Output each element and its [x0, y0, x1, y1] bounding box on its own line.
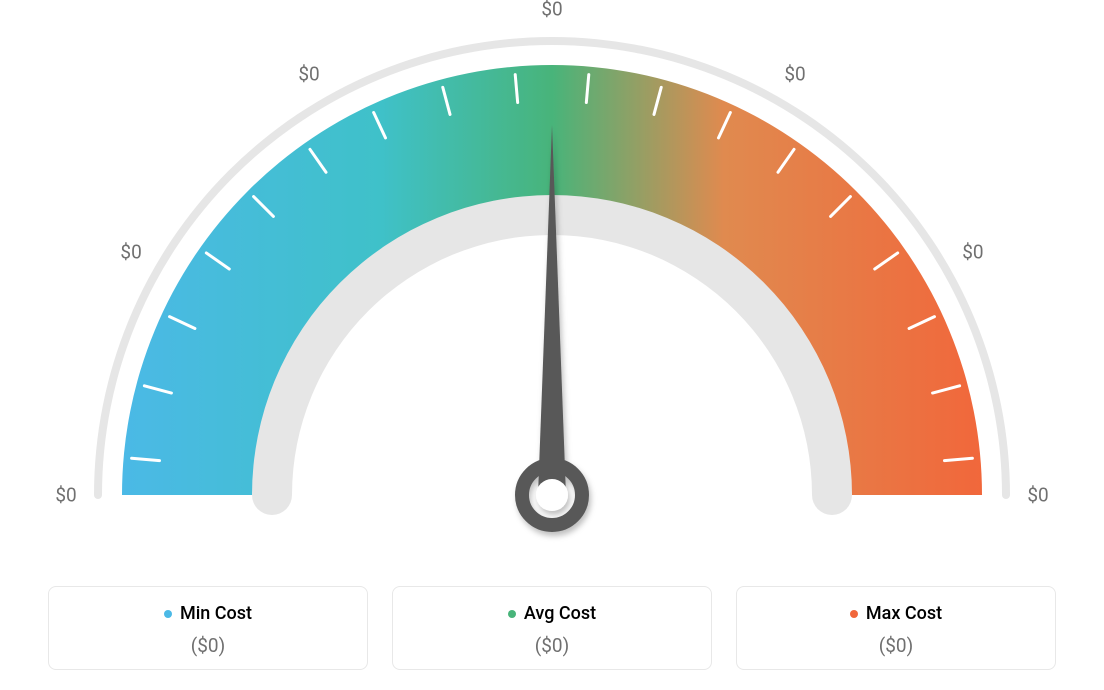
legend-row: Min Cost ($0) Avg Cost ($0) Max Cost ($0…	[0, 586, 1104, 671]
gauge-tick-label: $0	[1027, 484, 1048, 507]
legend-label-min: Min Cost	[180, 603, 252, 624]
legend-value-avg: ($0)	[393, 634, 711, 657]
legend-value-max: ($0)	[737, 634, 1055, 657]
gauge-tick-label: $0	[298, 63, 319, 86]
gauge-chart: $0 $0 $0 $0 $0 $0 $0	[0, 0, 1104, 560]
legend-dot-avg	[508, 610, 516, 618]
legend-card-max: Max Cost ($0)	[736, 586, 1056, 671]
legend-label-max: Max Cost	[866, 603, 942, 624]
gauge-tick-label: $0	[784, 63, 805, 86]
legend-label-avg: Avg Cost	[524, 603, 596, 624]
legend-card-min: Min Cost ($0)	[48, 586, 368, 671]
legend-dot-max	[850, 610, 858, 618]
legend-value-min: ($0)	[49, 634, 367, 657]
gauge-tick-label: $0	[962, 241, 983, 264]
legend-card-avg: Avg Cost ($0)	[392, 586, 712, 671]
gauge-tick-label: $0	[120, 241, 141, 264]
legend-dot-min	[164, 610, 172, 618]
gauge-tick-label: $0	[541, 0, 562, 21]
gauge-tick-label: $0	[55, 484, 76, 507]
gauge-svg	[0, 0, 1104, 560]
